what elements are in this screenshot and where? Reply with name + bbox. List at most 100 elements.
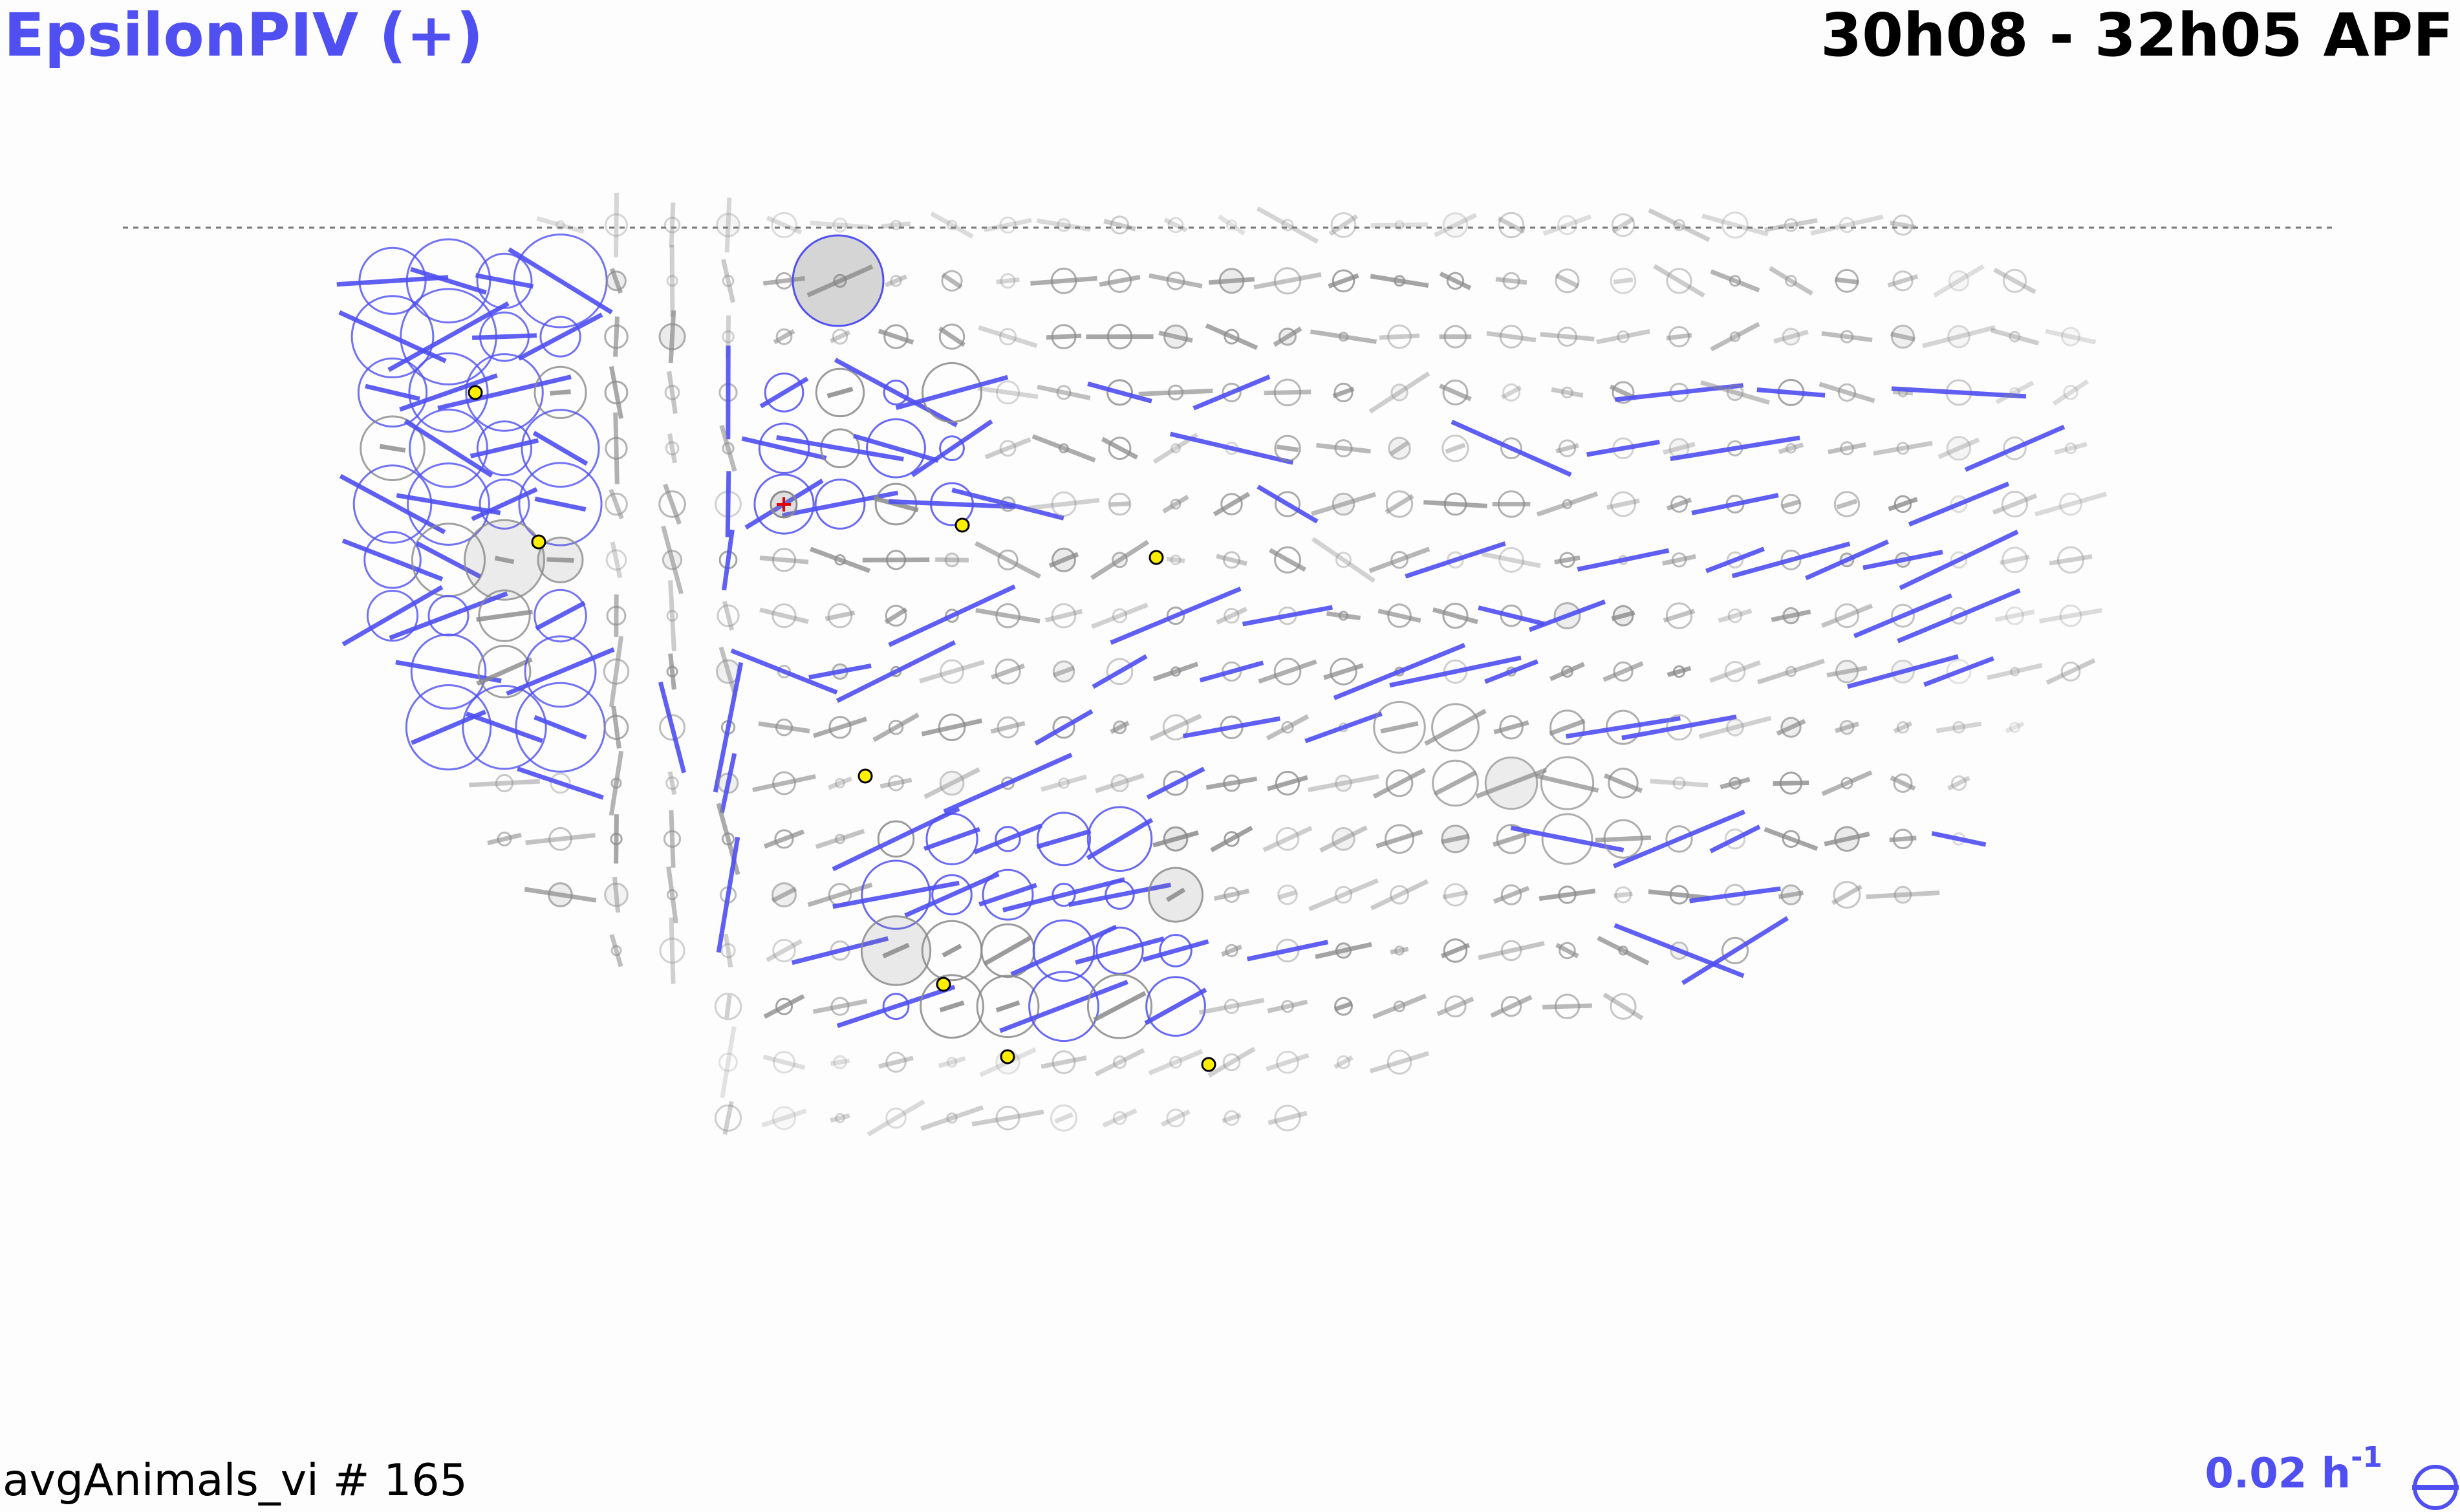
strain-axis-bar <box>1613 923 1745 978</box>
strain-circle <box>1499 325 1524 349</box>
strain-circle <box>890 275 902 287</box>
strain-circle <box>1224 999 1240 1014</box>
strain-circle <box>1833 491 1861 517</box>
strain-circle <box>940 659 964 684</box>
strain-circle <box>997 549 1019 570</box>
strain-circle <box>1673 219 1685 232</box>
strain-axis-bar <box>1554 555 1581 565</box>
strain-axis-bar <box>984 218 1032 232</box>
strain-axis-bar <box>1892 389 1914 396</box>
strain-circle <box>465 353 544 432</box>
strain-axis-bar <box>1603 773 1643 794</box>
strain-circle <box>1145 976 1206 1037</box>
strain-circle <box>888 719 904 735</box>
strain-axis-bar <box>663 483 682 525</box>
strain-axis-bar <box>1828 442 1866 455</box>
strain-circle <box>946 1112 958 1124</box>
strain-axis-bar <box>404 419 493 478</box>
strain-circle <box>2059 604 2082 627</box>
strain-axis-bar <box>2054 442 2088 455</box>
strain-circle <box>1557 327 1577 347</box>
strain-axis-bar <box>487 832 522 846</box>
strain-axis-bar <box>1091 602 1149 629</box>
strain-axis-bar <box>1536 491 1599 517</box>
strain-axis-bar <box>724 197 732 253</box>
strain-circle <box>478 589 531 642</box>
strain-axis-bar <box>1484 659 1538 684</box>
strain-axis-bar <box>669 202 676 248</box>
strain-axis-bar <box>723 933 733 968</box>
strain-circle <box>2064 442 2077 455</box>
strain-circle <box>1106 379 1133 406</box>
strain-circle <box>772 771 796 795</box>
strain-axis-bar <box>1691 493 1779 515</box>
strain-axis-bar <box>1257 484 1319 524</box>
strain-circle <box>1561 386 1573 399</box>
strain-circle <box>883 380 909 405</box>
strain-circle <box>815 367 865 418</box>
strain-circle <box>524 635 597 708</box>
strain-axis-bar <box>1163 217 1188 233</box>
strain-axis-bar <box>669 810 676 868</box>
strain-axis-bar <box>1316 443 1371 454</box>
strain-axis-bar <box>1041 1055 1087 1069</box>
strain-axis-bar <box>1037 384 1091 401</box>
strain-axis-bar <box>1820 603 1873 628</box>
strain-circle <box>716 213 740 237</box>
yellow-dot-icon <box>1149 550 1164 565</box>
strain-axis-bar <box>1169 431 1294 465</box>
strain-circle <box>1443 938 1468 963</box>
strain-circle <box>605 549 627 571</box>
strain-axis-bar <box>1310 329 1377 344</box>
strain-axis-bar <box>1602 992 1644 1021</box>
strain-axis-bar <box>809 546 871 574</box>
strain-axis-bar <box>923 767 980 799</box>
strain-circle <box>1276 1050 1299 1074</box>
strain-circle <box>2002 268 2027 293</box>
strain-circle <box>775 997 793 1015</box>
strain-circle <box>1948 270 1970 292</box>
strain-axis-bar <box>830 1113 850 1123</box>
strain-axis-bar <box>506 647 615 696</box>
strain-axis-bar <box>825 610 856 621</box>
strain-circle <box>521 409 600 488</box>
strain-circle <box>1166 1108 1185 1128</box>
strain-axis-bar <box>941 272 963 289</box>
yellow-dot-icon <box>1201 1057 1216 1072</box>
strain-axis-bar <box>1267 775 1308 792</box>
strain-circle <box>1780 549 1802 570</box>
strain-circle <box>1330 658 1357 686</box>
strain-axis-bar <box>1002 877 1125 913</box>
strain-circle <box>1330 212 1357 238</box>
strain-circle <box>1786 443 1796 454</box>
strain-axis-bar <box>1370 879 1429 911</box>
strain-circle <box>885 1107 907 1129</box>
strain-axis-bar <box>766 215 803 235</box>
strain-axis-bar <box>1555 273 1580 288</box>
strain-axis-bar <box>1028 497 1100 511</box>
strain-circle <box>882 993 910 1021</box>
strain-axis-bar <box>1890 775 1916 791</box>
strain-axis-bar <box>984 437 1031 460</box>
strain-axis-bar <box>2005 721 2025 733</box>
strain-circle <box>1274 1105 1301 1132</box>
strain-circle <box>366 590 419 642</box>
strain-axis-bar <box>1500 385 1522 400</box>
strain-axis-bar <box>722 1101 734 1135</box>
strain-circle <box>1444 995 1467 1018</box>
strain-circle <box>764 373 804 413</box>
strain-circle <box>2003 436 2027 460</box>
strain-circle <box>1611 213 1635 237</box>
strain-axis-bar <box>1490 995 1533 1018</box>
strain-axis-bar <box>1612 217 1635 233</box>
strain-circle <box>1052 883 1076 907</box>
strain-circle <box>1608 768 1639 799</box>
strain-circle <box>1442 603 1469 629</box>
strain-axis-bar <box>978 883 1037 907</box>
strain-axis-bar <box>759 607 809 624</box>
strain-axis-bar <box>611 706 621 749</box>
strain-circle <box>995 1105 1020 1130</box>
strain-circle <box>1032 919 1095 982</box>
strain-circle <box>556 220 565 230</box>
strain-circle <box>995 658 1021 685</box>
